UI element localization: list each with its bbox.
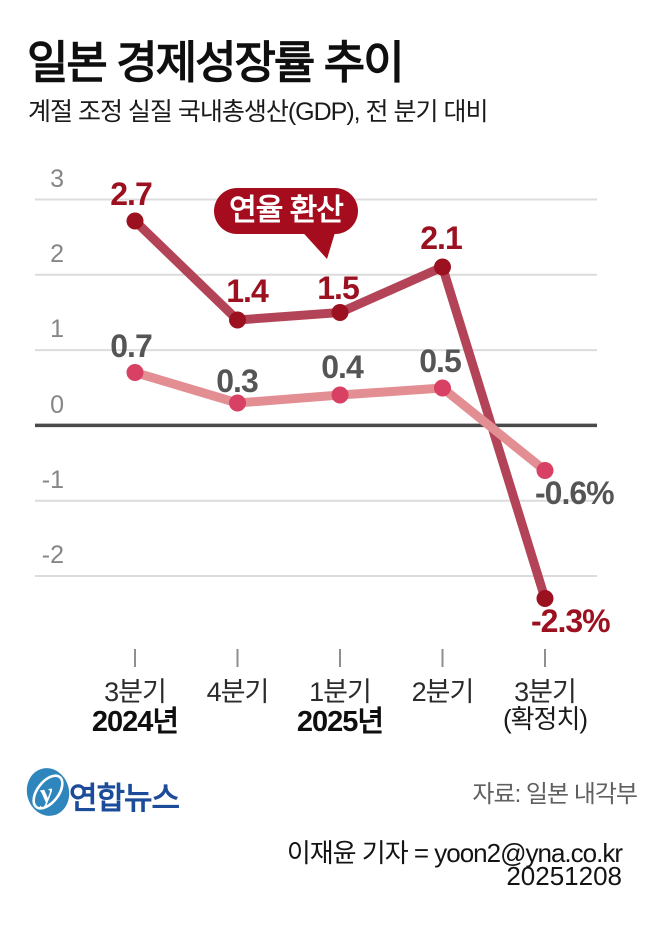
data-point-marker [229,394,246,412]
value-label-annualized-q1-2025: 1.5 [317,270,359,306]
y-tick-label-0: 0 [50,391,64,419]
x-axis-label-4: 2분기 [411,677,475,707]
data-point-marker [434,258,451,276]
series-quarterly-markers [126,364,554,479]
gridlines [35,198,597,577]
y-tick-label-neg2: -2 [41,541,64,569]
x-axis-ticks [134,649,546,667]
year-label-2025: 2025년 [296,706,384,738]
data-point-marker [126,364,144,381]
subtitle: 계절 조정 실질 국내총생산(GDP), 전 분기 대비 [28,98,488,126]
y-tick-label-2: 2 [50,240,64,268]
data-point-marker [331,386,349,404]
data-point-marker [536,590,554,607]
badge-pill [214,188,358,234]
x-axis-label-3: 1분기 [309,677,372,707]
byline: 이재윤 기자 = yoon2@yna.co.kr [286,838,623,868]
data-point-marker [434,379,451,397]
logo-text: 연합뉴스 [69,781,180,816]
x-axis-label-2: 4분기 [206,677,270,707]
y-tick-label-3: 3 [50,165,64,193]
data-point-marker [331,304,349,321]
value-label-quarterly-q3-2025: -0.6% [535,475,615,511]
value-label-annualized-q2-2025: 2.1 [420,220,462,256]
badge-tail [297,226,337,259]
value-label-annualized-q3-2025: -2.3% [531,603,611,639]
data-point-marker [536,462,554,479]
y-tick-label-neg1: -1 [41,466,64,494]
annotation-badge-label: 연율 환산 [229,194,344,227]
date-stamp: 20251208 [506,861,622,891]
yonhap-logo-icon: y [26,768,70,816]
x-axis-label-5: 3분기 [514,677,577,707]
data-point-marker [229,311,246,329]
source-credit: 자료: 일본 내각부 [472,781,638,808]
value-label-annualized-q3-2024: 2.7 [110,176,152,212]
value-label-quarterly-q4-2024: 0.3 [216,363,258,399]
year-label-2024: 2024년 [91,706,179,738]
y-tick-label-1: 1 [50,315,64,343]
data-point-marker [126,212,144,230]
confirmed-note-label: (확정치) [502,704,588,734]
annotation-badge-shape [214,188,358,259]
value-label-quarterly-q3-2024: 0.7 [110,328,152,364]
value-label-quarterly-q2-2025: 0.5 [419,343,461,379]
page-title: 일본 경제성장률 추이 [27,37,405,88]
value-label-annualized-q4-2024: 1.4 [226,273,268,309]
value-label-quarterly-q1-2025: 0.4 [321,349,363,385]
series-annualized-markers [126,212,554,607]
x-axis-label-1: 3분기 [104,677,167,707]
